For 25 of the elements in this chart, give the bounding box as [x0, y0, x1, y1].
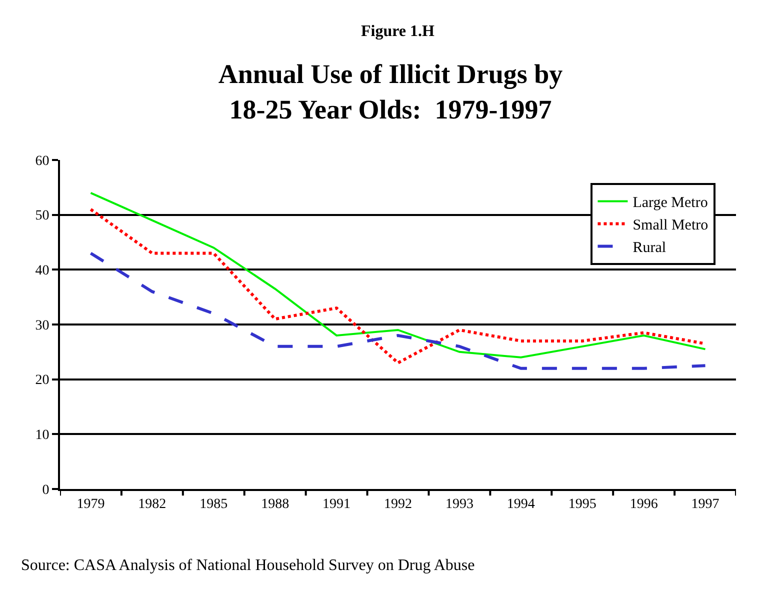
x-tick-label: 1996 [630, 496, 658, 512]
line-series [89, 252, 707, 370]
y-tick-label: 20 [35, 373, 50, 388]
chart-title: Annual Use of Illicit Drugs by 18-25 Year Olds: 1979-1997 [218, 59, 564, 124]
x-tick-label: 1992 [384, 496, 412, 512]
y-tick-label: 0 [42, 482, 50, 498]
y-tick-label: 10 [35, 428, 50, 444]
x-tick-label: 1993 [445, 496, 474, 512]
x-tick-label: 1988 [261, 496, 290, 512]
y-tick-label: 60 [35, 154, 50, 169]
legend-label: Small Metro [632, 218, 708, 234]
legend-label: Rural [632, 240, 666, 256]
chart-subtitle: Figure 1.H [361, 23, 436, 40]
x-tick-label: 1997 [691, 496, 720, 512]
y-tick-label: 50 [35, 208, 50, 224]
legend-label: Large Metro [632, 195, 708, 212]
y-tick-label: 30 [35, 318, 50, 334]
x-tick-label: 1991 [322, 496, 351, 512]
x-tick-label: 1982 [138, 496, 166, 512]
source-note: Source: CASA Analysis of National Household Survey on Drug Abuse [21, 557, 475, 574]
x-tick-label: 1995 [568, 496, 596, 512]
x-tick-label: 1985 [200, 496, 228, 512]
x-tick-label: 1979 [76, 496, 105, 512]
x-tick-label: 1994 [506, 496, 535, 512]
y-tick-label: 40 [35, 264, 50, 279]
